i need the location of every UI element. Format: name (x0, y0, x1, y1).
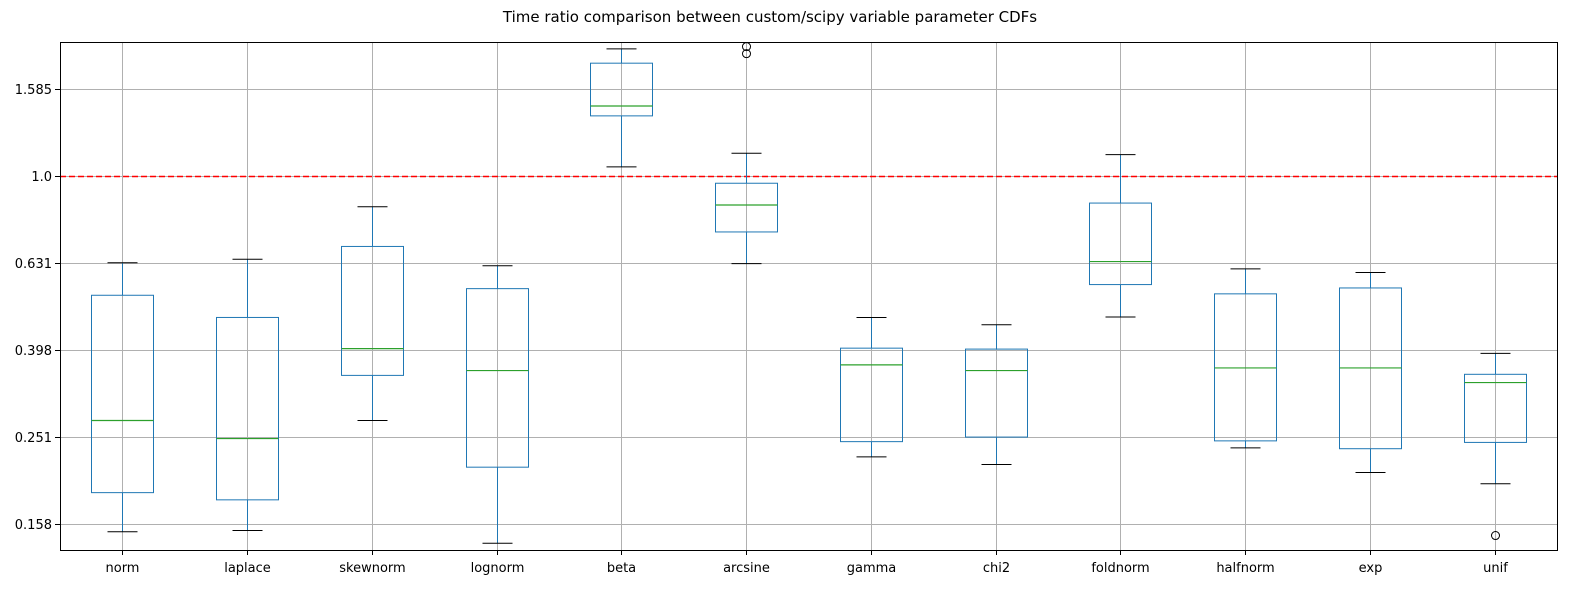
x-tick-label: unif (1483, 561, 1508, 576)
iqr-box (466, 288, 529, 468)
x-tick-label: norm (106, 561, 140, 576)
box-arcsine (715, 42, 778, 265)
x-tick-label: laplace (224, 561, 271, 576)
y-tick-label: 1.585 (15, 83, 52, 98)
box-foldnorm (1089, 154, 1152, 318)
box-halfnorm (1214, 268, 1277, 449)
iqr-box (715, 182, 778, 233)
iqr-box (91, 294, 154, 494)
iqr-box (965, 348, 1028, 438)
x-tick-label: arcsine (723, 561, 770, 576)
iqr-box (216, 316, 279, 501)
box-lognorm (466, 265, 529, 544)
y-tick-label: 0.398 (15, 344, 52, 359)
box-gamma (840, 316, 903, 458)
box-chi2 (965, 324, 1028, 466)
x-tick-label: lognorm (471, 561, 525, 576)
iqr-box (840, 347, 903, 443)
box-skewnorm (341, 206, 404, 422)
x-tick-label: halfnorm (1216, 561, 1274, 576)
y-tick-label: 0.251 (15, 431, 52, 446)
outlier-point (742, 49, 751, 59)
box-beta (590, 48, 653, 168)
x-tick-label: foldnorm (1091, 561, 1149, 576)
iqr-box (1464, 373, 1527, 443)
x-axis: norm laplace skewnorm lognorm beta arcsine gam… (106, 550, 1508, 576)
y-axis: 0.158 0.251 0.398 0.631 1.0 1.585 (15, 83, 60, 533)
box-unif (1464, 352, 1527, 541)
outlier-point (1491, 531, 1500, 541)
plot-frame (60, 42, 1558, 551)
y-tick-label: 0.631 (15, 257, 52, 272)
iqr-box (1089, 202, 1152, 286)
iqr-box (590, 62, 653, 117)
grid-layer (60, 42, 1557, 550)
chart-title: Time ratio comparison between custom/sci… (502, 8, 1037, 26)
box-layer (91, 42, 1527, 544)
x-tick-label: chi2 (983, 561, 1010, 576)
x-tick-label: skewnorm (339, 561, 405, 576)
x-tick-label: beta (607, 561, 636, 576)
y-tick-label: 0.158 (15, 518, 52, 533)
y-tick-label: 1.0 (31, 170, 52, 185)
box-exp (1339, 272, 1402, 474)
x-tick-label: gamma (847, 561, 897, 576)
iqr-box (341, 245, 404, 376)
x-tick-label: exp (1359, 561, 1383, 576)
box-norm (91, 262, 154, 533)
box-laplace (216, 258, 279, 532)
